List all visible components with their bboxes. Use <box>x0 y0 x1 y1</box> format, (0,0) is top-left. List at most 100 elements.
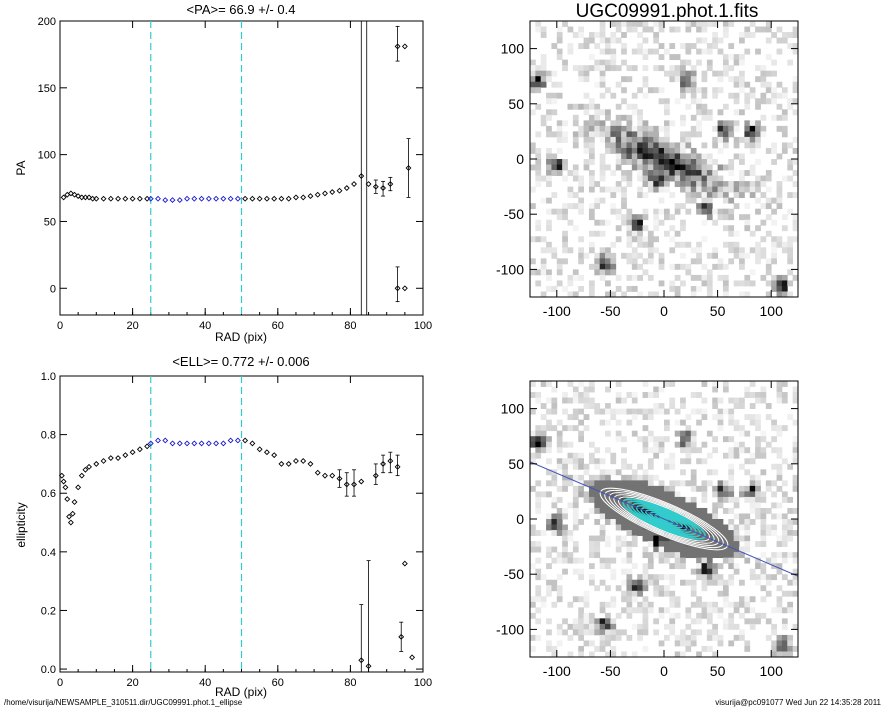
img2-pixel <box>631 651 638 657</box>
img2-pixel <box>572 463 579 470</box>
img1-pixel <box>733 230 740 237</box>
img2-pixel <box>578 491 584 498</box>
img2-pixel <box>588 496 595 503</box>
img2-pixel <box>610 485 617 492</box>
img2-pixel <box>583 513 590 520</box>
img1-pixel <box>631 263 638 270</box>
img1-pixel <box>605 87 611 94</box>
img2-pixel <box>556 441 563 448</box>
img2-pixel <box>712 502 718 509</box>
img1-pixel <box>578 208 584 215</box>
img1-pixel <box>605 142 611 149</box>
img1-pixel <box>733 59 740 66</box>
img2-pixel <box>578 485 584 492</box>
img2-pixel <box>540 601 547 608</box>
img1-y-tick-label: 50 <box>508 96 524 112</box>
img1-pixel <box>642 214 649 221</box>
img1-pixel <box>744 291 751 297</box>
img2-pixel <box>535 596 542 603</box>
img1-x-tick-label: 50 <box>710 303 726 319</box>
img1-pixel <box>706 280 713 287</box>
img2-pixel <box>637 623 643 630</box>
pa-data-point <box>293 194 299 201</box>
img2-pixel <box>733 623 740 630</box>
img1-pixel <box>615 114 622 121</box>
img1-pixel <box>722 131 729 138</box>
img2-pixel <box>572 623 579 630</box>
img1-pixel <box>733 186 740 193</box>
img1-pixel <box>605 65 611 72</box>
img1-pixel <box>696 21 702 27</box>
img2-pixel <box>615 535 622 542</box>
img2-pixel <box>664 535 670 542</box>
img2-pixel <box>588 552 595 559</box>
img2-pixel <box>647 579 654 586</box>
img2-pixel <box>669 458 676 465</box>
img1-pixel <box>626 219 633 226</box>
img2-pixel <box>728 519 735 525</box>
img1-pixel <box>706 114 713 121</box>
img2-pixel <box>642 441 649 448</box>
img2-pixel <box>631 563 638 570</box>
img1-pixel <box>653 219 660 226</box>
img2-pixel <box>647 436 654 443</box>
img2-pixel <box>572 408 579 415</box>
img2-pixel <box>664 419 670 426</box>
img2-pixel <box>551 386 558 393</box>
img1-pixel <box>674 291 681 297</box>
img2-pixel <box>530 524 536 531</box>
img2-pixel <box>792 645 798 652</box>
img2-pixel <box>760 535 767 542</box>
img2-pixel <box>562 546 568 553</box>
img1-pixel <box>669 54 676 61</box>
img1-pixel <box>653 136 660 143</box>
img2-pixel <box>594 552 601 559</box>
img2-pixel <box>535 436 542 443</box>
img1-pixel <box>562 241 568 248</box>
img1-pixel <box>776 285 783 292</box>
img2-pixel <box>535 502 542 509</box>
img2-pixel <box>605 535 611 542</box>
img1-pixel <box>562 159 568 165</box>
img1-pixel <box>696 241 702 248</box>
img2-pixel <box>787 519 794 525</box>
img1-pixel <box>578 175 584 182</box>
img2-pixel <box>610 513 617 520</box>
img2-pixel <box>755 507 761 514</box>
img2-pixel <box>728 623 735 630</box>
img2-pixel <box>647 557 654 564</box>
img1-pixel <box>706 43 713 49</box>
img2-pixel <box>658 612 665 619</box>
img1-pixel <box>739 258 745 265</box>
img2-pixel <box>733 425 740 432</box>
img2-pixel <box>551 496 558 503</box>
img2-pixel <box>594 541 601 547</box>
img2-pixel <box>739 430 745 437</box>
img1-pixel <box>653 214 660 221</box>
ell-data-point <box>329 472 336 479</box>
img1-pixel <box>530 65 536 72</box>
img1-pixel <box>722 32 729 38</box>
img2-pixel <box>717 491 724 498</box>
img1-pixel <box>658 263 665 270</box>
img2-pixel <box>653 447 660 454</box>
img1-pixel <box>610 252 617 259</box>
img1-pixel <box>680 87 686 94</box>
img2-pixel <box>787 535 794 542</box>
img2-pixel <box>653 408 660 415</box>
img1-pixel <box>664 70 670 77</box>
img2-pixel <box>755 480 761 487</box>
img1-pixel <box>690 197 697 204</box>
img1-pixel <box>765 26 772 33</box>
img2-pixel <box>530 408 536 415</box>
img2-pixel <box>647 530 654 536</box>
img2-pixel <box>583 469 590 476</box>
img2-pixel <box>733 447 740 454</box>
img1-pixel <box>674 98 681 105</box>
img1-pixel <box>637 109 643 116</box>
img1-pixel <box>642 236 649 243</box>
img2-pixel <box>706 579 713 586</box>
img2-pixel <box>787 634 794 641</box>
img2-pixel <box>572 491 579 498</box>
